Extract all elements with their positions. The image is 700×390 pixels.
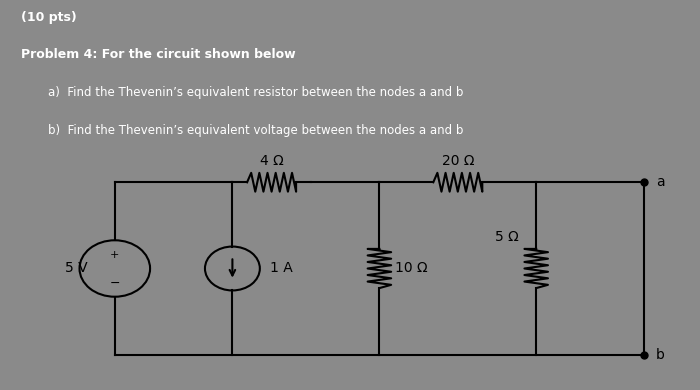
Text: 5 V: 5 V (64, 262, 88, 275)
Text: a: a (656, 175, 664, 189)
Text: +: + (110, 250, 120, 260)
Text: 4 Ω: 4 Ω (260, 154, 284, 168)
Text: b)  Find the Thevenin’s equivalent voltage between the nodes a and b: b) Find the Thevenin’s equivalent voltag… (48, 124, 463, 137)
Text: b: b (656, 348, 664, 362)
Text: Problem 4: For the circuit shown below: Problem 4: For the circuit shown below (21, 48, 295, 61)
Text: 10 Ω: 10 Ω (395, 262, 428, 275)
Text: −: − (110, 277, 120, 290)
Text: a)  Find the Thevenin’s equivalent resistor between the nodes a and b: a) Find the Thevenin’s equivalent resist… (48, 86, 463, 99)
Text: 5 Ω: 5 Ω (495, 230, 519, 244)
Text: 1 A: 1 A (270, 262, 293, 275)
Text: 20 Ω: 20 Ω (442, 154, 474, 168)
Text: (10 pts): (10 pts) (21, 11, 76, 24)
